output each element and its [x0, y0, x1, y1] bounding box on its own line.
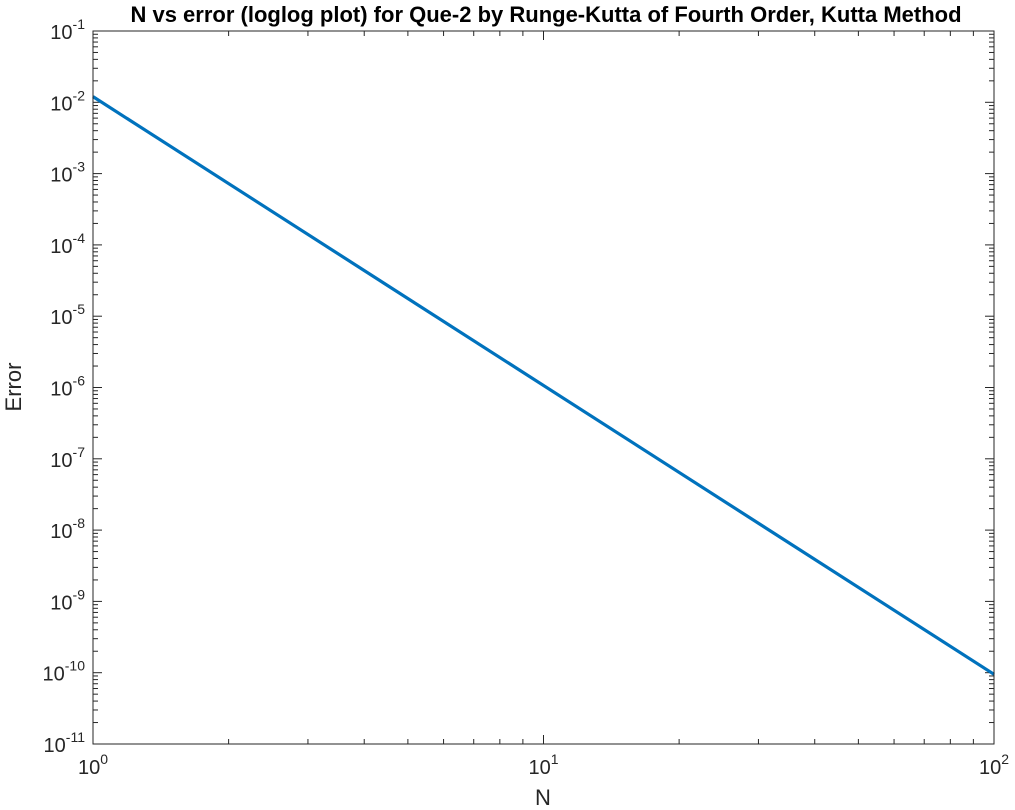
minor-ticks	[93, 31, 994, 744]
series-layer	[92, 95, 995, 676]
chart-title: N vs error (loglog plot) for Que-2 by Ru…	[130, 2, 961, 27]
y-tick-label: 10-6	[50, 373, 85, 401]
x-axis-label: N	[535, 785, 551, 810]
x-tick-labels: 100 101 102	[78, 751, 1009, 779]
error-series-line	[92, 95, 995, 676]
axes-box	[92, 30, 995, 745]
y-tick-label: 10-10	[43, 658, 86, 686]
y-tick-label: 10-3	[50, 159, 85, 187]
x-tick-label: 101	[528, 751, 558, 779]
y-tick-label: 10-5	[50, 301, 85, 329]
y-tick-label: 10-9	[50, 586, 85, 614]
y-tick-label: 10-2	[50, 87, 85, 115]
y-tick-label: 10-11	[44, 729, 86, 757]
y-axis-label: Error	[1, 363, 26, 412]
y-tick-label: 10-4	[50, 230, 85, 258]
x-tick-label: 100	[78, 751, 108, 779]
plot-area	[93, 31, 994, 744]
x-tick-label: 102	[979, 751, 1009, 779]
y-tick-label: 10-8	[50, 515, 85, 543]
y-tick-labels: 10-11 10-10 10-9 10-8 10-7 10-6 10-5 10-4 10-3 10…	[43, 16, 86, 757]
y-tick-label: 10-7	[50, 444, 85, 472]
y-tick-label: 10-1	[50, 16, 85, 44]
